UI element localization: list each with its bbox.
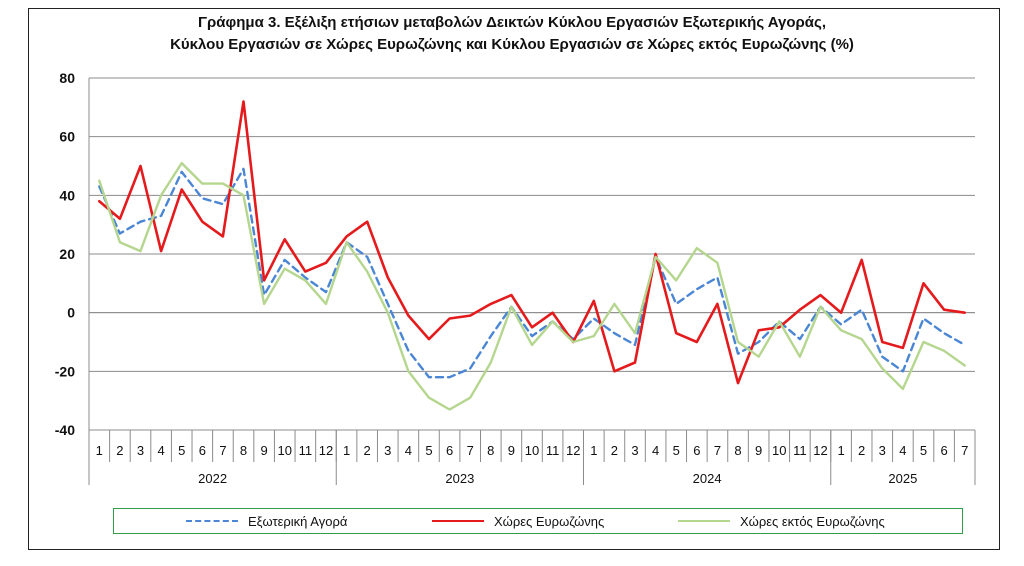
chart-title: Γράφημα 3. Εξέλιξη ετήσιων μεταβολών Δει… [0, 12, 1024, 56]
x-tick-label: 4 [899, 443, 906, 458]
legend-label-non-eurozone: Χώρες εκτός Ευρωζώνης [740, 513, 885, 529]
x-tick-label: 12 [319, 443, 333, 458]
x-tick-label: 6 [940, 443, 947, 458]
legend: Εξωτερική Αγορά Χώρες Ευρωζώνης Χώρες εκ… [113, 508, 963, 534]
title-line-2: Κύκλου Εργασιών σε Χώρες Ευρωζώνης και Κ… [170, 36, 854, 53]
x-tick-label: 5 [178, 443, 185, 458]
year-label: 2022 [198, 471, 227, 486]
y-tick-label: 80 [59, 70, 75, 86]
x-tick-label: 3 [137, 443, 144, 458]
y-tick-label: -20 [55, 363, 75, 379]
x-tick-label: 11 [546, 443, 560, 458]
year-label: 2023 [445, 471, 474, 486]
y-tick-label: 40 [59, 187, 75, 203]
x-tick-label: 1 [590, 443, 597, 458]
legend-swatch-external [186, 520, 238, 522]
x-tick-label: 10 [772, 443, 786, 458]
x-tick-label: 1 [837, 443, 844, 458]
legend-item-non-eurozone: Χώρες εκτός Ευρωζώνης [678, 509, 885, 533]
x-tick-label: 10 [278, 443, 292, 458]
x-tick-label: 8 [487, 443, 494, 458]
x-tick-label: 8 [734, 443, 741, 458]
x-tick-label: 5 [920, 443, 927, 458]
x-tick-label: 9 [755, 443, 762, 458]
x-tick-label: 6 [199, 443, 206, 458]
legend-item-external: Εξωτερική Αγορά [186, 509, 347, 533]
x-tick-label: 4 [157, 443, 164, 458]
series-line-2 [98, 100, 967, 385]
legend-item-eurozone: Χώρες Ευρωζώνης [432, 509, 604, 533]
x-tick-label: 2 [364, 443, 371, 458]
x-tick-label: 3 [384, 443, 391, 458]
x-tick-label: 7 [219, 443, 226, 458]
x-tick-label: 1 [96, 443, 103, 458]
x-tick-label: 3 [879, 443, 886, 458]
x-tick-label: 4 [652, 443, 659, 458]
year-label: 2024 [693, 471, 722, 486]
x-tick-label: 12 [566, 443, 580, 458]
legend-label-eurozone: Χώρες Ευρωζώνης [494, 513, 605, 529]
series-line-3 [98, 161, 966, 411]
title-line-1: Γράφημα 3. Εξέλιξη ετήσιων μεταβολών Δει… [198, 14, 826, 31]
x-tick-label: 7 [714, 443, 721, 458]
x-tick-label: 6 [446, 443, 453, 458]
legend-swatch-eurozone [432, 520, 484, 522]
x-tick-label: 2 [858, 443, 865, 458]
chart-frame [28, 8, 1000, 550]
x-tick-label: 12 [813, 443, 827, 458]
y-tick-label: -40 [55, 422, 75, 438]
x-tick-label: 2 [611, 443, 618, 458]
y-tick-label: 60 [59, 129, 75, 145]
x-tick-label: 1 [343, 443, 350, 458]
y-tick-label: 20 [59, 246, 75, 262]
y-tick-label: 0 [67, 305, 75, 321]
x-tick-label: 11 [299, 443, 313, 458]
x-tick-label: 8 [240, 443, 247, 458]
x-tick-label: 5 [425, 443, 432, 458]
x-tick-label: 9 [261, 443, 268, 458]
x-tick-label: 9 [508, 443, 515, 458]
x-tick-label: 11 [793, 443, 807, 458]
x-tick-label: 4 [405, 443, 412, 458]
x-tick-label: 7 [467, 443, 474, 458]
x-tick-label: 2 [116, 443, 123, 458]
x-tick-label: 7 [961, 443, 968, 458]
x-tick-label: 3 [631, 443, 638, 458]
x-tick-label: 5 [673, 443, 680, 458]
x-tick-label: 10 [525, 443, 539, 458]
year-label: 2025 [888, 471, 917, 486]
legend-swatch-non-eurozone [678, 520, 730, 522]
legend-label-external: Εξωτερική Αγορά [248, 513, 348, 529]
x-tick-label: 6 [693, 443, 700, 458]
